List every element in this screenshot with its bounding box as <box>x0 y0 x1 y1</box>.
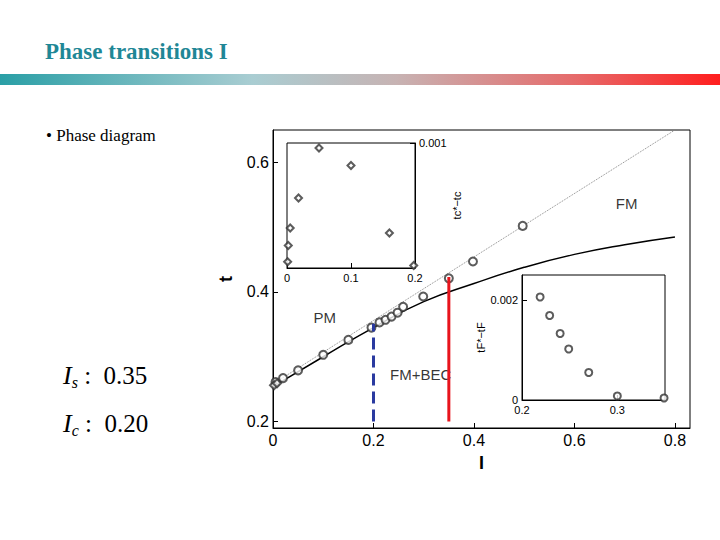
svg-text:0.002: 0.002 <box>490 294 518 306</box>
svg-text:0.2: 0.2 <box>514 404 529 416</box>
svg-text:t: t <box>216 276 236 282</box>
svg-text:Phase transitions I: Phase transitions I <box>45 39 228 64</box>
svg-text:: 0.20: : 0.20 <box>79 410 148 437</box>
svg-text:I: I <box>63 408 72 438</box>
svg-text:0.2: 0.2 <box>407 272 422 284</box>
svg-text:: 0.35: : 0.35 <box>78 362 147 389</box>
svg-text:FM: FM <box>616 195 638 212</box>
svg-text:0.3: 0.3 <box>610 404 625 416</box>
svg-text:0.2: 0.2 <box>247 413 269 430</box>
svg-text:tF*−tF: tF*−tF <box>475 322 487 353</box>
svg-text:0.2: 0.2 <box>362 432 384 449</box>
svg-text:0.1: 0.1 <box>343 272 358 284</box>
svg-text:PM: PM <box>313 309 336 326</box>
svg-text:• Phase diagram: • Phase diagram <box>46 126 156 145</box>
svg-text:I: I <box>479 453 484 473</box>
svg-text:0: 0 <box>511 394 518 406</box>
svg-text:0.4: 0.4 <box>247 283 269 300</box>
svg-text:0.6: 0.6 <box>247 154 269 171</box>
svg-text:0: 0 <box>269 432 278 449</box>
html-text:Is: Is <box>63 360 78 391</box>
svg-text:0.4: 0.4 <box>463 432 485 449</box>
svg-text:0: 0 <box>284 272 290 284</box>
svg-text:FM+BEC: FM+BEC <box>390 366 451 383</box>
svg-text:0.8: 0.8 <box>664 432 686 449</box>
svg-text:0.6: 0.6 <box>563 432 585 449</box>
svg-text:tc*−tc: tc*−tc <box>451 191 463 219</box>
svg-text:0.001: 0.001 <box>419 137 447 149</box>
svg-text:c: c <box>72 422 79 439</box>
